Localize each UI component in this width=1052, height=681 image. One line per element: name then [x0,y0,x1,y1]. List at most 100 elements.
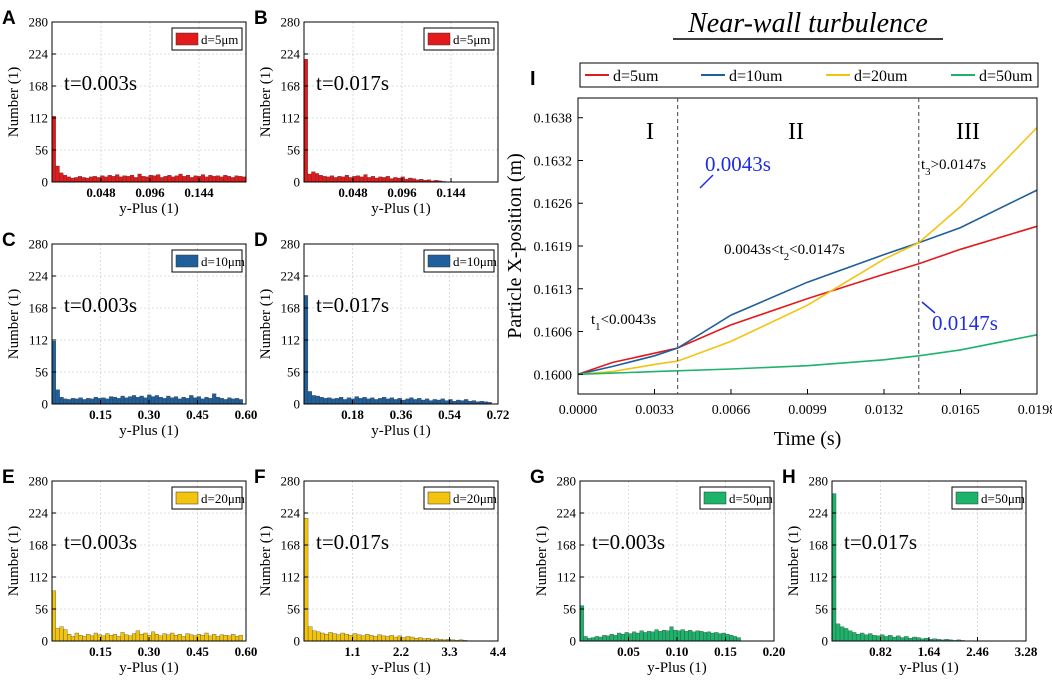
histogram-bar [93,632,98,642]
histogram-bar [241,176,246,183]
histogram-bar [135,630,140,642]
time-annotation: t=0.017s [316,530,389,554]
histogram-panel-H: 0 56 112 168 224 280 0.82 1.64 2.46 3.28 y-Plus (1… [782,467,1038,676]
histogram-bar [632,631,637,642]
y-tick-label: 0 [294,397,301,412]
x-tick-label: 0.60 [235,407,258,422]
histogram-bar [405,636,411,642]
y-axis-label: Number (1) [6,526,22,596]
histogram-bar [307,626,313,642]
histogram-bar [101,397,106,405]
y-axis-label: Number (1) [258,526,274,596]
histogram-bar [63,174,68,183]
histogram-bar [74,177,79,183]
histogram-bar [369,635,374,642]
histogram-bar [67,633,72,642]
histogram-bar [82,636,87,642]
histogram-bar [234,398,240,405]
time-annotation: t=0.017s [316,71,389,95]
histogram-bar [200,635,205,642]
panel-letter: C [2,230,16,251]
histogram-bar [896,635,901,642]
histogram-bar [650,631,655,642]
y-tick-label: 168 [557,538,577,553]
x-tick-label: 0.05 [617,644,640,659]
histogram-bar [385,636,390,642]
histogram-bar [389,178,394,183]
histogram-panel-E: 0 56 112 168 224 280 0.15 0.30 0.45 0.60 y-Plus (1… [2,467,257,676]
histogram-bar [230,177,235,183]
histogram-bar [382,177,387,183]
y-tick-label: 280 [557,474,577,489]
x-tick-label: 0.82 [869,644,892,659]
y-axis-label: Number (1) [6,67,22,137]
histogram-bar [115,174,120,183]
histogram-bar [413,399,418,405]
histogram-bar [617,632,622,642]
histogram-panel-C: 0 56 112 168 224 280 0.15 0.30 0.45 0.60 y-Plus (1… [2,230,257,439]
histogram-bar [408,177,413,183]
histogram-bar [185,633,190,642]
legend-label: d=20μm [201,491,245,506]
histogram-bar [397,177,402,183]
histogram-bar [365,633,370,642]
histogram-bar [133,177,138,183]
histogram-bar [839,626,845,642]
histogram-bar [122,175,127,183]
y-tick-label: 56 [287,365,301,380]
histogram-bar [170,632,175,642]
histogram-bar [356,634,362,642]
histogram-bar [900,637,905,642]
histogram-bar [189,177,194,183]
histogram-bar [358,398,363,405]
histogram-bar [59,626,64,642]
histogram-bar [307,173,312,183]
histogram-bar [303,517,309,642]
histogram-bar [143,632,148,642]
y-tick-label: 0 [42,634,49,649]
histogram-bar [331,398,336,405]
annotation-part: t [921,157,926,173]
series-line-d=20um [577,127,1038,376]
histogram-bar [55,389,60,405]
legend-label: d=10um [729,68,783,85]
histogram-bar [341,176,346,183]
histogram-bar [471,400,477,405]
histogram-bar [367,177,372,183]
panel-letter: F [254,467,266,488]
histogram-bar [872,635,877,642]
figure-title: Near-wall turbulence [687,8,928,39]
histogram-bar [67,399,72,405]
histogram-bar [843,628,849,642]
histogram-bar [598,636,603,642]
histogram-bar [654,629,659,642]
histogram-bar [864,634,869,642]
x-axis-label: y-Plus (1) [371,660,431,676]
histogram-bar [352,633,358,642]
histogram-bar [714,632,719,642]
histogram-bar [109,635,114,642]
histogram-bar [131,633,137,642]
x-tick-label: 0.30 [138,407,161,422]
histogram-bar [181,636,186,642]
series-line-d=50um [577,334,1038,376]
histogram-bar [238,399,243,405]
histogram-bar [111,176,116,183]
histogram-bar [609,633,614,642]
y-tick-label: 0 [294,634,301,649]
panel-letter: B [254,8,268,29]
legend-label: d=5um [613,68,659,85]
histogram-bar [385,398,391,405]
x-tick-label: 4.4 [490,644,507,659]
histogram-bar [189,634,194,642]
annotation-part: t [591,312,596,328]
legend-swatch [175,32,199,46]
histogram-bar [116,636,121,642]
y-tick-label: 168 [29,79,49,94]
histogram-panel-D: 0 56 112 168 224 280 0.18 0.36 0.54 0.72 y-Plus (1… [254,230,509,439]
annotation-t3: t3>0.0147s [921,157,986,178]
x-tick-label: 0.0198 [1018,403,1052,418]
x-tick-label: 0.10 [666,644,689,659]
y-tick-label: 56 [35,365,49,380]
histogram-bar [892,636,897,642]
